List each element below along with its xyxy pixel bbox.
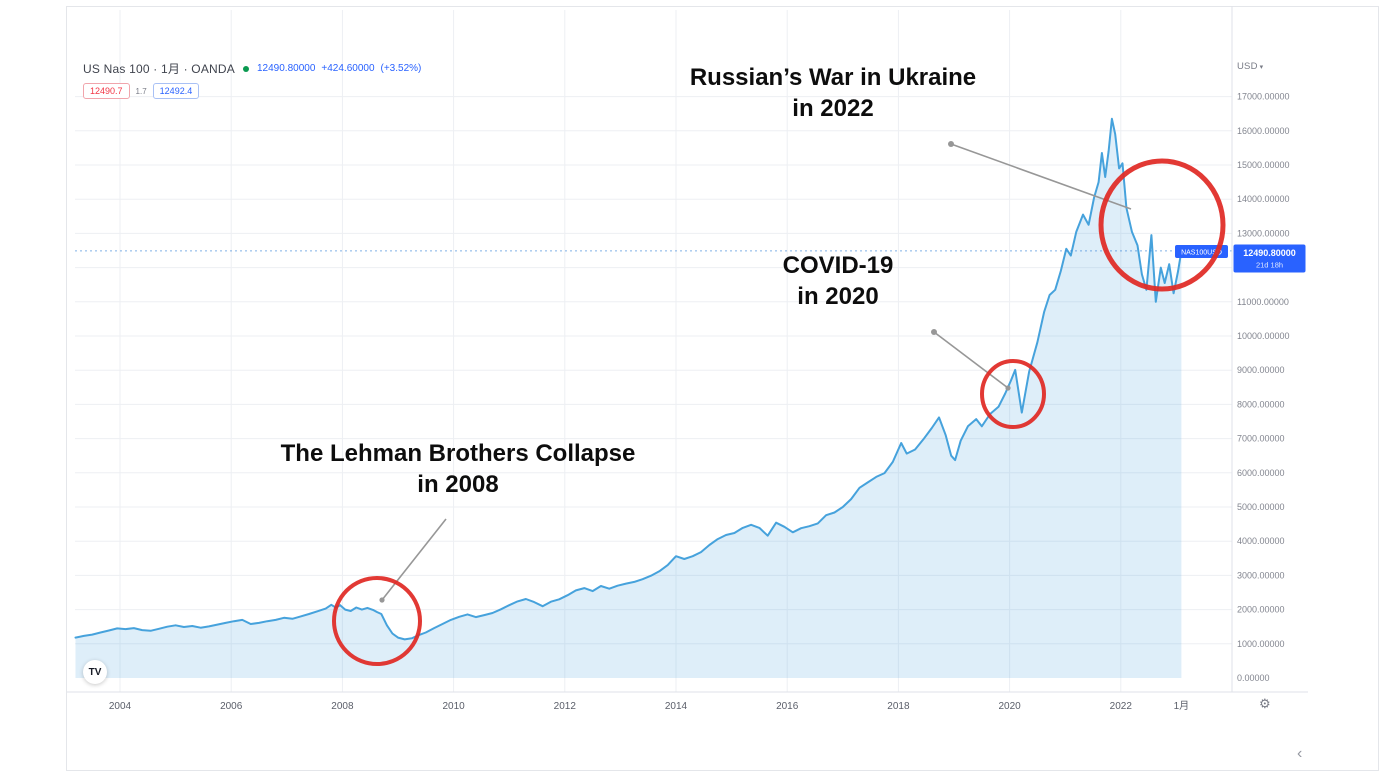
highlight-circle-ukraine — [1098, 158, 1226, 292]
callout-line-ukraine — [950, 143, 1132, 210]
svg-text:9000.00000: 9000.00000 — [1237, 365, 1285, 375]
svg-text:3000.00000: 3000.00000 — [1237, 570, 1285, 580]
svg-text:12490.80000: 12490.80000 — [1243, 248, 1296, 258]
svg-text:4000.00000: 4000.00000 — [1237, 536, 1285, 546]
time-axis-settings-gear-icon[interactable]: ⚙ — [1259, 696, 1271, 711]
chevron-down-icon: ▾ — [1259, 64, 1264, 71]
buy-ask-button[interactable]: 12492.4 — [152, 83, 200, 99]
svg-text:6000.00000: 6000.00000 — [1237, 468, 1285, 478]
svg-text:2020: 2020 — [998, 701, 1021, 712]
svg-text:17000.00000: 17000.00000 — [1237, 92, 1290, 102]
annotation-line1: The Lehman Brothers Collapse — [280, 440, 636, 467]
svg-text:15000.00000: 15000.00000 — [1237, 160, 1290, 170]
svg-text:2018: 2018 — [887, 701, 910, 712]
annotation-line1: COVID-19 — [782, 252, 894, 279]
quote-readout: 12490.80000 +424.60000 (+3.52%) — [257, 63, 421, 74]
svg-text:21d 18h: 21d 18h — [1256, 261, 1283, 270]
tradingview-logo[interactable]: TV — [83, 660, 107, 684]
annotation-line2: in 2022 — [792, 95, 874, 122]
last-price: 12490.80000 — [256, 63, 316, 74]
svg-text:13000.00000: 13000.00000 — [1237, 228, 1290, 238]
svg-text:8000.00000: 8000.00000 — [1237, 399, 1285, 409]
symbol-legend: US Nas 100 · 1月 · OANDA 12490.80000 +424… — [83, 60, 421, 99]
callout-dot-icon — [948, 141, 954, 147]
time-axis[interactable]: 2004 2006 2008 2010 2012 2014 2016 2018 2020 2022… — [109, 700, 1189, 712]
price-axis[interactable]: 17000.00000 16000.00000 15000.00000 14000.0… — [1237, 92, 1290, 683]
symbol-title[interactable]: US Nas 100 · 1月 · OANDA — [83, 62, 235, 76]
svg-text:2008: 2008 — [331, 701, 354, 712]
svg-text:10000.00000: 10000.00000 — [1237, 331, 1290, 341]
price-change: +424.60000 — [321, 63, 375, 74]
callout-line-lehman — [381, 518, 447, 601]
svg-text:0.00000: 0.00000 — [1237, 673, 1270, 683]
svg-text:NAS100USD: NAS100USD — [1181, 250, 1222, 257]
svg-text:5000.00000: 5000.00000 — [1237, 502, 1285, 512]
svg-text:11000.00000: 11000.00000 — [1237, 297, 1289, 307]
price-series — [74, 117, 1183, 679]
svg-text:1000.00000: 1000.00000 — [1237, 639, 1285, 649]
annotation-ukraine-war: Russian’s War in Ukraine in 2022 — [690, 62, 976, 124]
event-annotations — [332, 141, 1226, 666]
annotation-line2: in 2008 — [417, 471, 499, 498]
svg-text:2012: 2012 — [554, 701, 577, 712]
svg-text:2006: 2006 — [220, 701, 243, 712]
collapse-panel-chevron-icon[interactable]: ‹ — [1297, 745, 1303, 762]
svg-text:2000.00000: 2000.00000 — [1237, 605, 1285, 615]
callout-dot-icon — [931, 329, 937, 335]
highlight-circle-lehman — [332, 576, 422, 666]
svg-text:2004: 2004 — [109, 701, 132, 712]
svg-text:14000.00000: 14000.00000 — [1237, 194, 1290, 204]
price-axis-currency-dropdown[interactable]: USD ▾ — [1237, 61, 1263, 72]
annotation-lehman-collapse: The Lehman Brothers Collapse in 2008 — [281, 438, 636, 500]
chart-grid — [75, 10, 1232, 692]
sell-bid-button[interactable]: 12490.7 — [83, 83, 130, 99]
callout-line-covid — [933, 331, 1009, 389]
svg-text:2014: 2014 — [665, 701, 688, 712]
callout-dot-icon — [379, 597, 385, 603]
market-status-dot-icon — [242, 65, 249, 72]
price-line — [74, 117, 1183, 641]
current-price-tag: 12490.80000 21d 18h — [1233, 244, 1306, 273]
svg-text:16000.00000: 16000.00000 — [1237, 126, 1290, 136]
currency-label: USD — [1237, 61, 1258, 72]
highlight-circle-covid — [980, 359, 1046, 429]
area-fill — [75, 118, 1182, 679]
svg-text:2022: 2022 — [1110, 701, 1133, 712]
svg-text:2010: 2010 — [442, 701, 465, 712]
svg-text:1月: 1月 — [1174, 700, 1190, 712]
spread-value: 1.7 — [135, 86, 147, 96]
annotation-line2: in 2020 — [797, 283, 879, 310]
annotation-covid-19: COVID-19 in 2020 — [783, 250, 894, 312]
annotation-line1: Russian’s War in Ukraine — [689, 64, 977, 91]
svg-text:7000.00000: 7000.00000 — [1237, 434, 1285, 444]
price-change-percent: (+3.52%) — [380, 63, 422, 74]
callout-dot-icon — [1005, 385, 1011, 391]
svg-text:2016: 2016 — [776, 701, 799, 712]
